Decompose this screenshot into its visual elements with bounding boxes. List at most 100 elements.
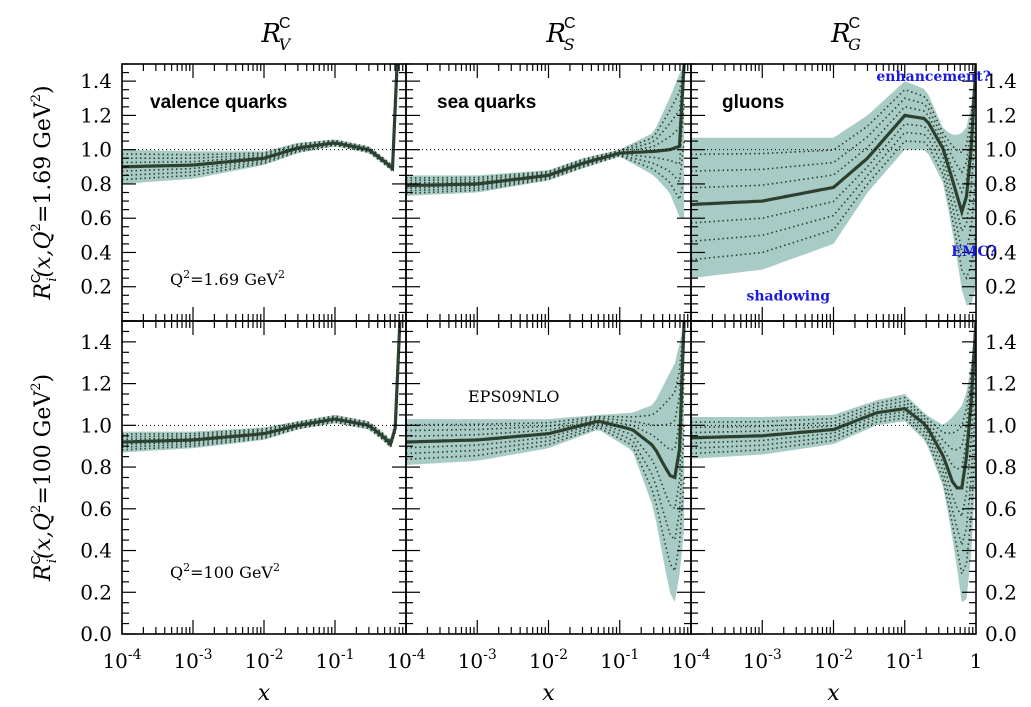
error-set-curve <box>406 154 685 202</box>
x-tick-label: 1 <box>970 649 983 673</box>
y-tick-label: 0.6 <box>985 497 1017 521</box>
x-tick-label: 10-3 <box>458 647 497 673</box>
panel-text-layer: valence quarks Q2=1.69 GeV2 sea quarks gluo… <box>28 15 997 706</box>
error-set-curve <box>122 64 398 168</box>
y-axis-title: RC i(x,Q2=100 GeV2) <box>28 374 60 582</box>
error-set-curve <box>122 64 398 172</box>
panel-label: gluons <box>722 92 784 113</box>
uncertainty-band <box>406 64 685 219</box>
y-tick-label: 1.4 <box>985 69 1017 93</box>
x-tick-label: 10-4 <box>386 647 425 673</box>
central-curve <box>406 321 686 480</box>
error-set-curve <box>406 64 685 179</box>
y-tick-label: 1.2 <box>80 103 112 127</box>
central-curve <box>122 64 399 172</box>
y-tick-label: 1.2 <box>80 372 112 396</box>
y-tick-label: 1.4 <box>985 330 1017 354</box>
error-set-curve <box>406 373 685 510</box>
y-tick-label: 0.0 <box>80 622 112 646</box>
error-set-curve <box>406 321 685 426</box>
physics-annotation: enhancement? <box>876 69 991 85</box>
error-set-curve <box>122 321 401 444</box>
axis-ticks-layer <box>121 63 976 635</box>
uncertainty-band <box>122 64 398 184</box>
error-set-curve <box>406 427 685 574</box>
error-set-curve <box>122 64 398 177</box>
y-tick-label: 1.4 <box>80 69 112 93</box>
y-tick-label: 0.8 <box>80 172 112 196</box>
central-curves-layer <box>122 64 976 490</box>
y-tick-label: 0.0 <box>985 622 1017 646</box>
y-tick-label: 0.2 <box>985 580 1017 604</box>
error-set-curve <box>691 119 976 234</box>
x-axis-title: x <box>542 681 555 706</box>
x-tick-label: 10-1 <box>315 647 354 673</box>
y-tick-label: 1.2 <box>985 103 1017 127</box>
svg-text:RCi(x,Q2=100 GeV2): RC i(x,Q2=100 GeV2) <box>28 374 60 582</box>
uncertainty-band <box>406 321 685 602</box>
x-tick-label: 10-1 <box>600 647 639 673</box>
y-axis-title: RC i(x,Q2=1.69 GeV2) <box>28 85 60 300</box>
x-tick-label: 10-4 <box>102 647 141 673</box>
physics-annotation: shadowing <box>746 288 830 304</box>
x-tick-label: 10-2 <box>814 647 853 673</box>
y-tick-label: 0.4 <box>985 240 1017 264</box>
error-set-curve <box>122 321 401 451</box>
tick-labels-layer: 0.2 0.2 0.4 0.4 0.6 0.6 0.8 0.8 1.0 1.0 1.2 1.2 1.4 1… <box>80 69 1017 673</box>
error-set-curve <box>406 64 685 184</box>
x-tick-label: 10-4 <box>671 647 710 673</box>
x-axis-title: x <box>827 681 840 706</box>
error-set-curve <box>406 64 685 182</box>
panel-label: sea quarks <box>437 92 536 113</box>
y-tick-label: 0.6 <box>985 206 1017 230</box>
y-tick-label: 0.6 <box>80 206 112 230</box>
x-tick-label: 10-3 <box>743 647 782 673</box>
error-set-curve <box>406 141 685 192</box>
reference-lines-layer <box>122 149 976 426</box>
panel-frame <box>121 320 407 635</box>
y-tick-label: 1.0 <box>80 413 112 437</box>
q2-note: Q2=100 GeV2 <box>170 561 280 582</box>
x-axis-title: x <box>258 681 271 706</box>
panel-label: valence quarks <box>150 92 287 113</box>
y-tick-label: 0.6 <box>80 497 112 521</box>
error-set-curve <box>691 393 976 549</box>
y-tick-label: 0.4 <box>80 539 112 563</box>
error-set-curve <box>691 131 976 252</box>
central-curve <box>691 321 976 490</box>
column-title: RC G <box>830 15 861 54</box>
x-tick-label: 10-1 <box>885 647 924 673</box>
error-set-curve <box>122 64 398 170</box>
error-set-curve <box>122 321 401 447</box>
uncertainty-band <box>691 321 976 603</box>
y-tick-label: 0.2 <box>80 275 112 299</box>
y-tick-label: 0.4 <box>80 240 112 264</box>
physics-annotation: EMC? <box>951 244 997 260</box>
column-title: RC V <box>260 15 291 54</box>
error-set-curve <box>122 64 398 181</box>
x-tick-label: 10-3 <box>173 647 212 673</box>
uncertainty-band <box>691 64 976 306</box>
svg-text:RCi(x,Q2=1.69 GeV2): RC i(x,Q2=1.69 GeV2) <box>28 85 60 300</box>
model-note: EPS09NLO <box>468 387 560 406</box>
y-tick-label: 1.0 <box>985 413 1017 437</box>
y-tick-label: 0.8 <box>80 455 112 479</box>
y-tick-label: 0.2 <box>80 580 112 604</box>
panel-frame <box>690 320 977 635</box>
q2-note: Q2=1.69 GeV2 <box>170 268 285 289</box>
error-set-curve <box>406 425 685 542</box>
column-title: RC S <box>545 15 575 54</box>
y-tick-label: 1.2 <box>985 372 1017 396</box>
error-set-curve <box>406 321 685 432</box>
y-tick-label: 0.8 <box>985 455 1017 479</box>
central-curve <box>406 64 686 188</box>
error-set-curves-layer <box>122 64 976 577</box>
x-tick-label: 10-2 <box>529 647 568 673</box>
error-set-curve <box>691 64 976 174</box>
y-tick-label: 0.2 <box>985 275 1017 299</box>
y-tick-label: 1.4 <box>80 330 112 354</box>
y-tick-label: 0.8 <box>985 172 1017 196</box>
error-set-curve <box>122 64 398 169</box>
central-curve <box>122 321 402 448</box>
